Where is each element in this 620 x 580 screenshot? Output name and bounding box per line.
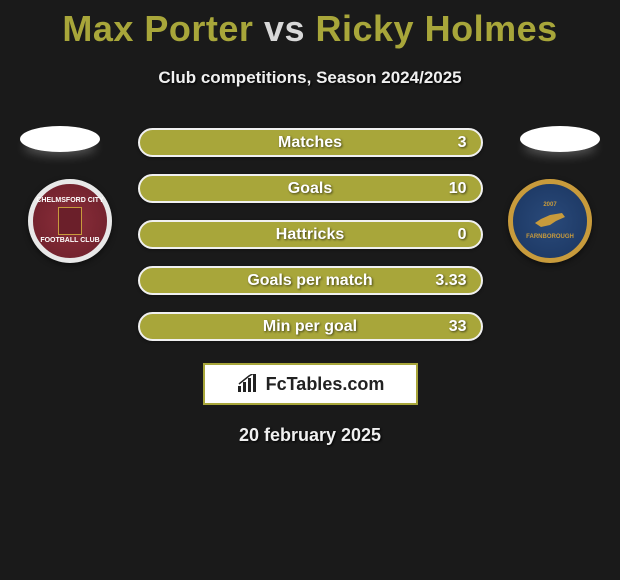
stat-value: 10 — [449, 180, 467, 198]
club-badge-right: 2007 FARNBOROUGH — [508, 179, 592, 263]
stat-value: 33 — [449, 318, 467, 336]
stat-label: Min per goal — [263, 318, 357, 336]
stat-value: 3 — [458, 134, 467, 152]
branding-box: FcTables.com — [203, 363, 418, 405]
stat-bar-hattricks: Hattricks 0 — [138, 220, 483, 249]
stat-bar-matches: Matches 3 — [138, 128, 483, 157]
chart-icon — [236, 374, 260, 394]
club-badge-left: CHELMSFORD CITY FOOTBALL CLUB — [28, 179, 112, 263]
stat-label: Goals per match — [247, 272, 372, 290]
stat-label: Hattricks — [276, 226, 344, 244]
badge-right-inner: 2007 FARNBOROUGH — [526, 202, 574, 240]
badge-left-text-bottom: FOOTBALL CLUB — [36, 237, 103, 245]
badge-left-inner: CHELMSFORD CITY FOOTBALL CLUB — [36, 197, 103, 244]
branding-text: FcTables.com — [266, 374, 385, 395]
stat-bar-goals: Goals 10 — [138, 174, 483, 203]
stat-value: 3.33 — [435, 272, 466, 290]
stat-label: Matches — [278, 134, 342, 152]
subtitle: Club competitions, Season 2024/2025 — [0, 68, 620, 88]
badge-left-crest — [58, 207, 82, 235]
badge-right-bird-icon — [535, 211, 565, 231]
stat-value: 0 — [458, 226, 467, 244]
badge-left-text-top: CHELMSFORD CITY — [36, 197, 103, 205]
player1-name: Max Porter — [62, 8, 253, 49]
badge-right-year: 2007 — [526, 202, 574, 208]
ellipse-decoration-left — [20, 126, 100, 152]
stat-label: Goals — [288, 180, 332, 198]
badge-right-text: FARNBOROUGH — [526, 234, 574, 240]
player2-name: Ricky Holmes — [316, 8, 558, 49]
stat-bar-goals-per-match: Goals per match 3.33 — [138, 266, 483, 295]
date-text: 20 february 2025 — [0, 425, 620, 446]
vs-separator: vs — [264, 8, 305, 49]
comparison-title: Max Porter vs Ricky Holmes — [0, 0, 620, 50]
stat-bar-min-per-goal: Min per goal 33 — [138, 312, 483, 341]
ellipse-decoration-right — [520, 126, 600, 152]
